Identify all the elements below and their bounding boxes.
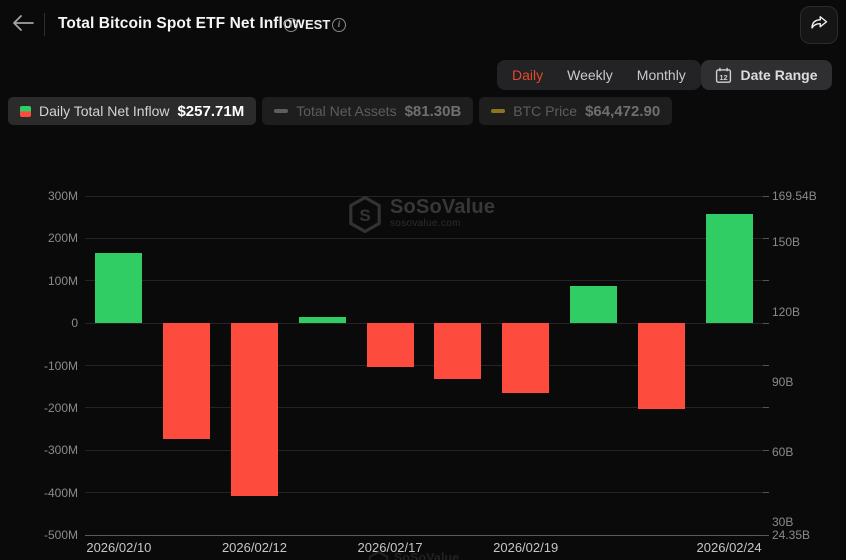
net-assets-series-icon <box>274 109 289 113</box>
left-axis-label: 200M <box>47 231 78 246</box>
title-info-icon[interactable]: i <box>284 18 298 32</box>
timezone-label: EST <box>305 17 331 32</box>
net-inflow-bar[interactable] <box>95 253 143 324</box>
date-range-label: Date Range <box>740 67 818 83</box>
left-axis-label: -500M <box>43 528 78 542</box>
left-axis-label: -200M <box>43 400 78 415</box>
right-axis-label: 169.54B <box>772 189 817 203</box>
gridline <box>85 365 763 366</box>
right-axis-label: 30B <box>772 514 794 529</box>
gridline <box>85 449 763 451</box>
share-button[interactable] <box>800 6 838 44</box>
x-axis-line <box>85 534 763 536</box>
left-axis-label: -300M <box>43 443 78 458</box>
gridline <box>85 407 763 409</box>
timezone-info-icon[interactable]: i <box>332 18 346 32</box>
right-axis-label: 60B <box>772 444 794 459</box>
right-axis-tick <box>763 365 769 366</box>
right-axis-tick <box>763 237 769 239</box>
net-inflow-bar[interactable] <box>570 286 617 324</box>
right-axis-label: 120B <box>772 304 801 319</box>
header-divider <box>44 13 45 36</box>
net-inflow-bar[interactable] <box>298 317 346 324</box>
legend-label: Total Net Assets <box>296 103 397 119</box>
gridline <box>85 237 763 239</box>
right-axis-tick <box>763 492 769 494</box>
legend-label: BTC Price <box>513 103 578 119</box>
net-inflow-bar[interactable] <box>231 323 278 496</box>
right-axis-label: 24.35B <box>772 528 811 542</box>
gridline <box>85 492 763 494</box>
x-axis-label: 2026/02/12 <box>221 540 288 555</box>
left-axis-label: 0 <box>71 316 78 331</box>
right-axis-tick <box>763 534 769 536</box>
net-inflow-bar[interactable] <box>705 213 753 324</box>
back-arrow-icon <box>12 14 34 36</box>
net-inflow-bar[interactable] <box>434 323 482 380</box>
calendar-icon: 12 <box>715 67 732 84</box>
net-inflow-bar[interactable] <box>637 323 685 409</box>
net-inflow-bar[interactable] <box>163 323 211 440</box>
left-axis-label: -400M <box>43 485 78 500</box>
right-axis-tick <box>763 322 769 324</box>
share-icon <box>809 13 829 38</box>
x-axis-label: 2026/02/19 <box>493 540 559 555</box>
period-tab-group: Daily Weekly Monthly <box>497 60 701 90</box>
x-axis-label: 2026/02/10 <box>86 540 152 555</box>
tab-monthly[interactable]: Monthly <box>636 67 686 83</box>
back-button[interactable] <box>10 12 36 38</box>
page-title: Total Bitcoin Spot ETF Net Inflow <box>58 15 305 32</box>
right-axis-tick <box>763 407 769 409</box>
right-axis-label: 90B <box>772 374 794 389</box>
legend-item-daily-net-inflow[interactable]: Daily Total Net Inflow $257.71M <box>8 97 257 125</box>
x-axis-label: 2026/02/17 <box>357 540 423 555</box>
x-axis-label: 2026/02/24 <box>696 540 762 555</box>
legend: Daily Total Net Inflow $257.71M Total Ne… <box>8 97 673 125</box>
right-axis-tick <box>763 280 769 282</box>
tab-weekly[interactable]: Weekly <box>567 67 613 83</box>
left-axis-label: -100M <box>43 358 78 373</box>
btc-price-series-icon <box>491 109 506 113</box>
svg-text:12: 12 <box>720 72 728 81</box>
date-range-button[interactable]: 12 Date Range <box>701 60 832 90</box>
legend-item-total-net-assets[interactable]: Total Net Assets $81.30B <box>262 97 474 125</box>
legend-value: $81.30B <box>404 102 462 120</box>
legend-label: Daily Total Net Inflow <box>39 103 170 119</box>
right-axis-label: 150B <box>772 234 801 249</box>
net-inflow-bar[interactable] <box>502 323 550 394</box>
gridline <box>85 195 763 197</box>
right-axis-tick <box>763 195 769 197</box>
legend-value: $64,472.90 <box>585 102 661 120</box>
gridline <box>85 280 763 282</box>
right-axis-tick <box>763 449 769 451</box>
left-axis-label: 100M <box>47 273 78 288</box>
net-inflow-series-icon <box>20 105 31 117</box>
legend-value: $257.71M <box>177 102 245 120</box>
left-axis-label: 300M <box>47 189 78 203</box>
gridline <box>85 322 763 324</box>
net-inflow-bar[interactable] <box>366 323 414 368</box>
legend-item-btc-price[interactable]: BTC Price $64,472.90 <box>479 97 673 125</box>
tab-daily[interactable]: Daily <box>512 67 544 83</box>
